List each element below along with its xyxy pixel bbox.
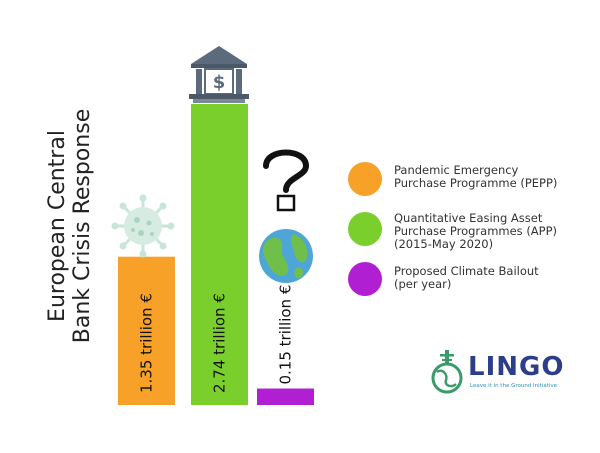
chart-title-line-2: Bank Crisis Response bbox=[70, 108, 95, 344]
legend-label-climate-line-1: Proposed Climate Bailout bbox=[394, 264, 539, 278]
bars-group: 1.35 trillion € 2.74 trillion € 0.15 trill… bbox=[118, 104, 314, 405]
lingo-logo: LINGO Leave it in the Ground Initiative bbox=[428, 348, 578, 398]
data-label-app: 2.74 trillion € bbox=[211, 293, 229, 393]
lingo-tagline: Leave it in the Ground Initiative bbox=[470, 383, 558, 389]
legend-label-climate-line-2: (per year) bbox=[394, 277, 452, 291]
data-label-pepp: 1.35 trillion € bbox=[138, 293, 156, 393]
virus-icon bbox=[111, 194, 175, 258]
legend-label-app-line-1: Quantitative Easing Asset bbox=[394, 211, 543, 225]
legend-label-app-line-2: Purchase Programmes (APP) bbox=[394, 224, 558, 238]
lingo-wordmark: LINGO bbox=[468, 352, 565, 382]
bar-pepp bbox=[118, 256, 175, 405]
lingo-globe-icon bbox=[431, 350, 463, 394]
legend-swatch-app bbox=[348, 212, 382, 246]
legend-swatch-climate bbox=[348, 262, 382, 296]
legend-swatch-pepp bbox=[348, 162, 382, 196]
legend-label-pepp-line-2: Purchase Programme (PEPP) bbox=[394, 176, 558, 190]
bank-icon: $ bbox=[189, 46, 249, 103]
globe-icon bbox=[259, 229, 313, 283]
legend-label-pepp-line-1: Pandemic Emergency bbox=[394, 163, 519, 177]
chart-title: European Central Bank Crisis Response bbox=[45, 61, 95, 391]
bar-app bbox=[191, 104, 248, 405]
bar-climate bbox=[257, 388, 314, 405]
chart-title-line-1: European Central bbox=[45, 130, 70, 322]
svg-text:$: $ bbox=[213, 72, 226, 93]
question-mark-icon bbox=[263, 149, 310, 212]
data-label-climate: 0.15 trillion € bbox=[277, 285, 295, 385]
legend-label-app-line-3: (2015-May 2020) bbox=[394, 237, 494, 251]
